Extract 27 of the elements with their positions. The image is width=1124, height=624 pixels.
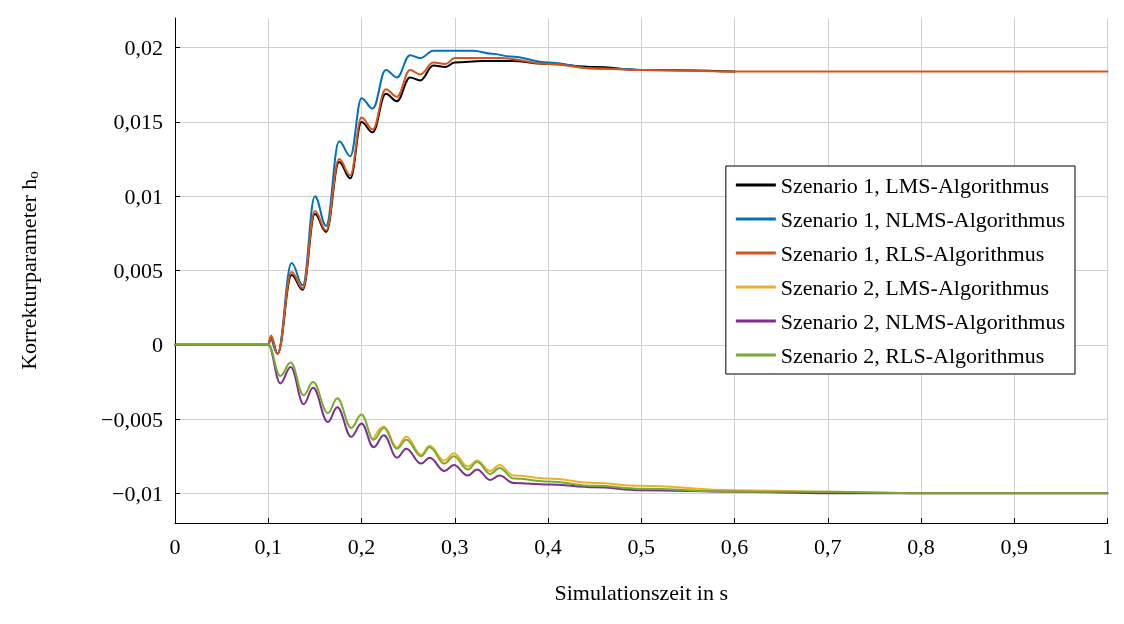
y-tick-label: 0,02 xyxy=(124,35,163,61)
legend-label: Szenario 2, NLMS-Algorithmus xyxy=(780,308,1066,334)
x-axis-title: Simulationszeit in s xyxy=(554,579,729,605)
line-series xyxy=(174,343,1109,495)
y-axis-title: Korrekturparameter ho xyxy=(16,171,41,370)
x-tick-label: 0,9 xyxy=(1000,533,1028,559)
legend-label: Szenario 1, LMS-Algorithmus xyxy=(780,172,1050,198)
legend-label: Szenario 2, LMS-Algorithmus xyxy=(780,274,1050,300)
x-tick-label: 0,8 xyxy=(907,533,935,559)
x-tick-label: 0 xyxy=(169,533,181,559)
legend-label: Szenario 2, RLS-Algorithmus xyxy=(780,342,1045,368)
x-tick-label: 0,4 xyxy=(534,533,562,559)
y-tick-label: 0,005 xyxy=(113,258,163,283)
y-tick-label: 0,015 xyxy=(113,109,163,135)
x-tick-label: 0,6 xyxy=(720,533,749,559)
x-tick-label: 0,2 xyxy=(347,533,376,559)
x-tick-label: 0,3 xyxy=(441,533,469,559)
y-tick-label: −0,005 xyxy=(101,406,163,432)
x-tick-label: 1 xyxy=(1102,533,1113,559)
y-tick-label: 0 xyxy=(152,332,163,358)
x-tick-label: 0,5 xyxy=(627,533,655,559)
y-tick-label: −0,01 xyxy=(112,480,163,506)
y-tick-label: 0,01 xyxy=(124,183,163,209)
legend-label: Szenario 1, NLMS-Algorithmus xyxy=(780,206,1066,232)
x-tick-label: 0,1 xyxy=(254,533,282,559)
x-tick-label: 0,7 xyxy=(814,533,842,559)
legend-label: Szenario 1, RLS-Algorithmus xyxy=(780,240,1045,266)
